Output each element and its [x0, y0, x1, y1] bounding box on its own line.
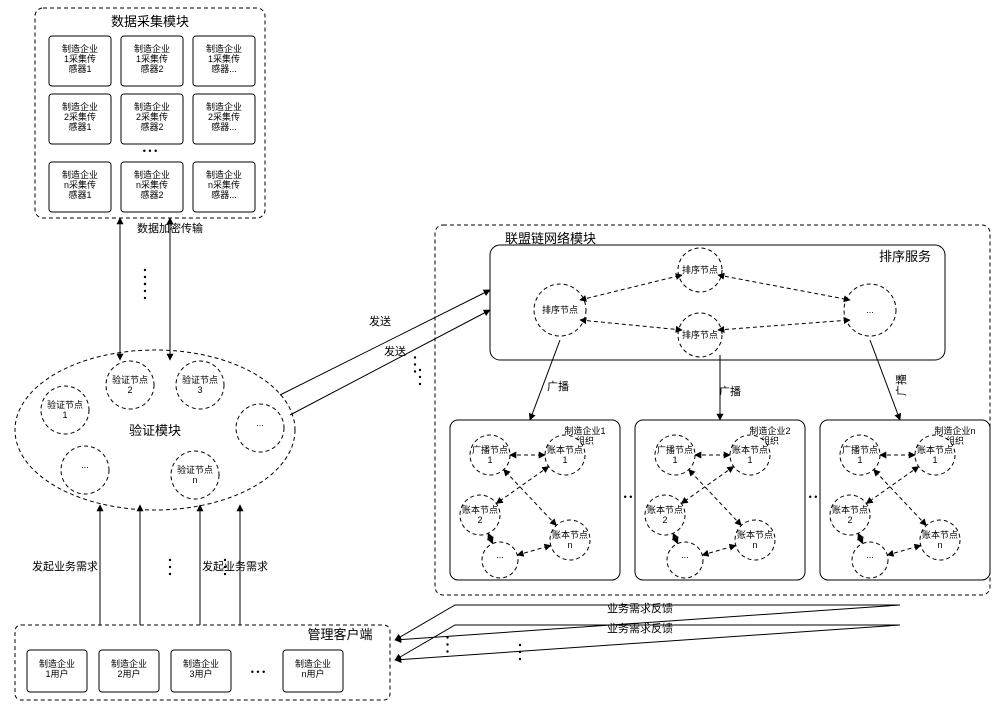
svg-text:制造企业1采集传感器...: 制造企业1采集传感器... — [206, 43, 242, 74]
svg-text:管理客户端: 管理客户端 — [307, 627, 372, 642]
svg-text:• •: • • — [809, 492, 818, 502]
svg-text:...: ... — [81, 460, 89, 470]
svg-text:验证模块: 验证模块 — [129, 423, 181, 438]
svg-text:• • •: • • • — [143, 146, 157, 156]
svg-text:...: ... — [496, 550, 504, 560]
svg-text:排序节点: 排序节点 — [682, 329, 718, 340]
svg-text:发起业务需求: 发起业务需求 — [202, 559, 268, 573]
svg-text:发送: 发送 — [384, 344, 406, 358]
svg-text:业务需求反馈: 业务需求反馈 — [607, 602, 673, 615]
svg-text:排序节点: 排序节点 — [682, 264, 718, 275]
svg-text:发送: 发送 — [369, 314, 391, 328]
svg-text:...: ... — [681, 550, 689, 560]
svg-text:...: ... — [866, 550, 874, 560]
svg-text:广播: 广播 — [894, 374, 908, 396]
svg-text:• • •: • • • — [251, 667, 265, 677]
svg-text:...: ... — [256, 418, 264, 428]
svg-text:制造企业2采集传感器...: 制造企业2采集传感器... — [206, 101, 242, 132]
svg-text:广播: 广播 — [719, 384, 741, 398]
svg-text:业务需求反馈: 业务需求反馈 — [607, 622, 673, 635]
svg-text:发起业务需求: 发起业务需求 — [32, 559, 98, 573]
svg-text:联盟链网络模块: 联盟链网络模块 — [505, 231, 596, 246]
svg-text:...: ... — [866, 305, 874, 315]
svg-text:排序服务: 排序服务 — [879, 249, 931, 264]
svg-text:• •: • • — [624, 492, 633, 502]
svg-text:数据采集模块: 数据采集模块 — [111, 14, 189, 29]
svg-text:排序节点: 排序节点 — [542, 304, 578, 315]
svg-text:广播: 广播 — [547, 379, 569, 393]
svg-text:制造企业n采集传感器...: 制造企业n采集传感器... — [206, 169, 242, 200]
